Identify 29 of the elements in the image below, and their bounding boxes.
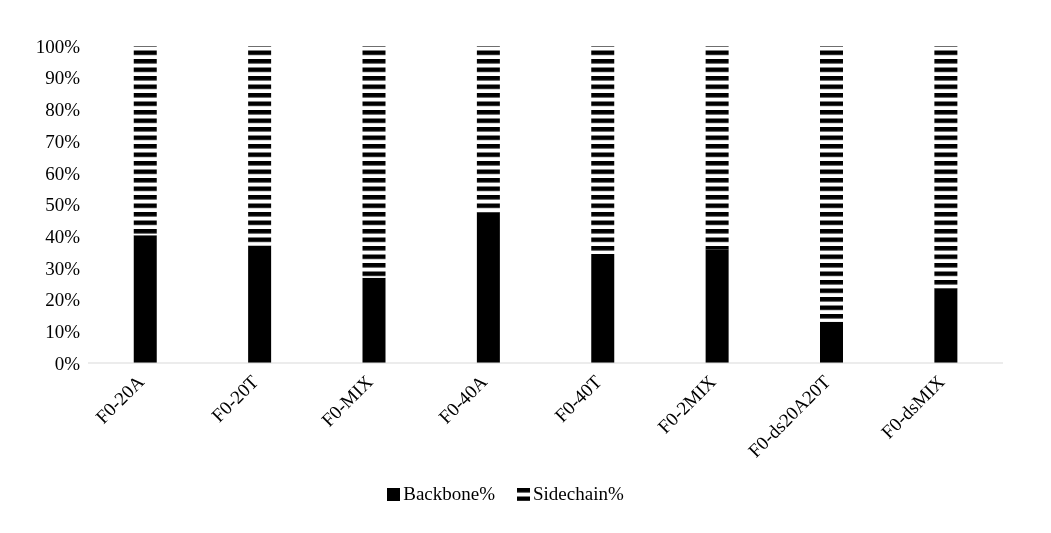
y-tick-label: 50%: [45, 194, 81, 216]
bar: [476, 46, 500, 213]
bar: [476, 212, 500, 363]
y-tick-label: 20%: [45, 289, 81, 311]
bar: [820, 46, 843, 322]
bar: [362, 277, 386, 363]
y-tick-label: 70%: [45, 130, 81, 152]
bar: [934, 288, 958, 363]
y-tick-label: 100%: [35, 35, 81, 57]
y-tick-label: 10%: [45, 321, 81, 343]
y-tick-label: 90%: [45, 67, 81, 89]
bar: [133, 235, 157, 363]
y-tick-label: 60%: [45, 162, 81, 184]
bar: [133, 46, 157, 236]
bar: [820, 321, 843, 363]
y-tick-label: 30%: [45, 257, 81, 279]
bar: [934, 46, 958, 289]
bar: [248, 46, 272, 246]
bar: [591, 253, 615, 363]
bar: [705, 46, 729, 250]
legend-label: Sidechain%: [532, 483, 624, 505]
bar: [248, 245, 272, 363]
y-tick-label: 40%: [45, 225, 81, 247]
legend-label: Backbone%: [402, 483, 496, 505]
bar: [591, 46, 615, 254]
y-tick-label: 0%: [54, 352, 81, 374]
bar: [362, 46, 386, 278]
bar: [705, 249, 729, 363]
y-tick-label: 80%: [45, 99, 81, 121]
